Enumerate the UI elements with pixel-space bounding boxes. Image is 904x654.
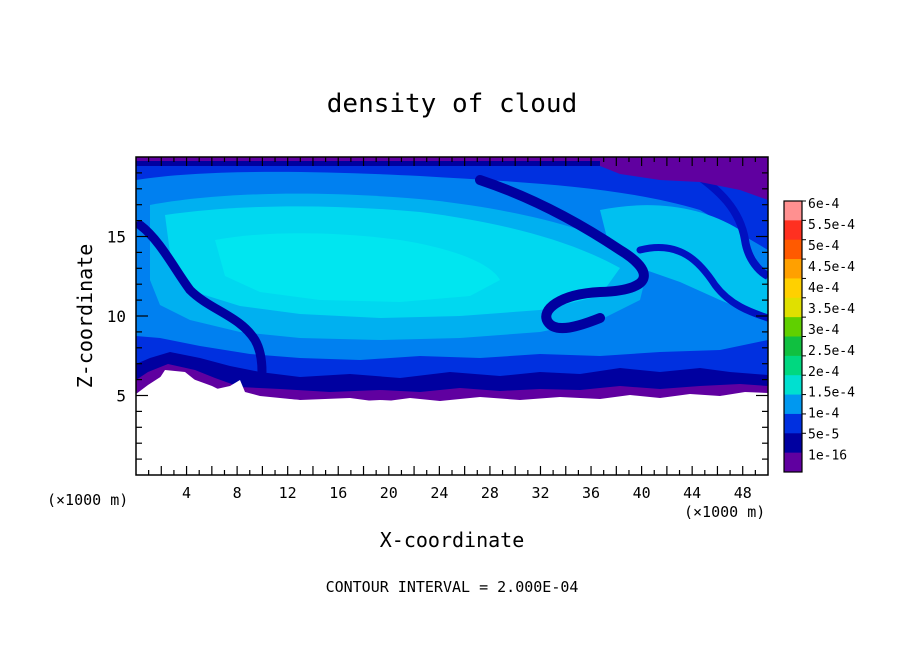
colorbar-label: 5e-4 (808, 239, 839, 254)
colorbar-label: 4.5e-4 (808, 260, 855, 275)
colorbar-label: 3.5e-4 (808, 302, 855, 317)
x-tick-label: 32 (531, 484, 549, 502)
cloud-layer-aqua (215, 233, 500, 302)
colorbar-label: 4e-4 (808, 281, 839, 296)
colorbar-label: 6e-4 (808, 197, 839, 212)
y-tick-label: 10 (107, 307, 126, 326)
x-tick-label: 36 (582, 484, 600, 502)
cloud-right-blob (600, 205, 768, 320)
x-tick-label: 16 (329, 484, 347, 502)
x-axis-label: X-coordinate (380, 528, 525, 552)
colorbar-swatch (784, 201, 802, 221)
swirl-band-right (475, 175, 649, 334)
colorbar-swatch (784, 239, 802, 260)
colorbar-swatch (784, 355, 802, 376)
colorbar-swatch (784, 375, 802, 396)
x-tick-label: 12 (279, 484, 297, 502)
colorbar-label: 2e-4 (808, 365, 839, 380)
x-unit-right: (×1000 m) (684, 503, 765, 521)
colorbar-label: 2.5e-4 (808, 344, 855, 359)
colorbar-swatch (784, 394, 802, 415)
x-tick-label: 24 (430, 484, 448, 502)
clear-region (136, 370, 768, 475)
colorbar-swatch (784, 297, 802, 318)
colorbar-swatch (784, 317, 802, 337)
swirl-band-left (136, 220, 267, 377)
colorbar-swatch (784, 259, 802, 279)
colorbar-label: 1e-16 (808, 449, 847, 464)
x-tick-label: 28 (481, 484, 499, 502)
x-tick-label: 48 (734, 484, 752, 502)
x-tick-label: 4 (182, 484, 191, 502)
colorbar-label: 1e-4 (808, 407, 839, 422)
colorbar-swatch (784, 336, 802, 357)
colorbar-label: 5e-5 (808, 428, 839, 443)
x-tick-label: 44 (683, 484, 701, 502)
x-tick-label: 8 (233, 484, 242, 502)
colorbar-label: 1.5e-4 (808, 386, 855, 401)
colorbar: 6e-4 5.5e-4 5e-4 4.5e-4 4e-4 3.5e-4 3e-4 2.5e-4… (783, 197, 855, 473)
y-tick-label: 15 (107, 228, 126, 247)
x-tick-label: 40 (633, 484, 651, 502)
colorbar-label: 3e-4 (808, 323, 839, 338)
contour-interval: CONTOUR INTERVAL = 2.000E-04 (326, 578, 579, 596)
x-tick-label: 20 (380, 484, 398, 502)
colorbar-swatch (784, 278, 802, 299)
cloud-top-purple (600, 157, 768, 200)
x-unit-left: (×1000 m) (47, 491, 128, 509)
colorbar-swatch (784, 433, 802, 454)
colorbar-swatch (784, 413, 802, 434)
y-axis-label: Z-coordinate (73, 244, 97, 389)
swirl-band-right-2 (636, 244, 768, 322)
y-tick-label: 5 (116, 387, 126, 406)
colorbar-swatch (784, 220, 802, 241)
plot-field (136, 157, 768, 475)
colorbar-label: 5.5e-4 (808, 218, 855, 233)
swirl-band-top-right (687, 166, 768, 280)
colorbar-swatch (784, 452, 802, 473)
chart-title: density of cloud (327, 89, 577, 119)
